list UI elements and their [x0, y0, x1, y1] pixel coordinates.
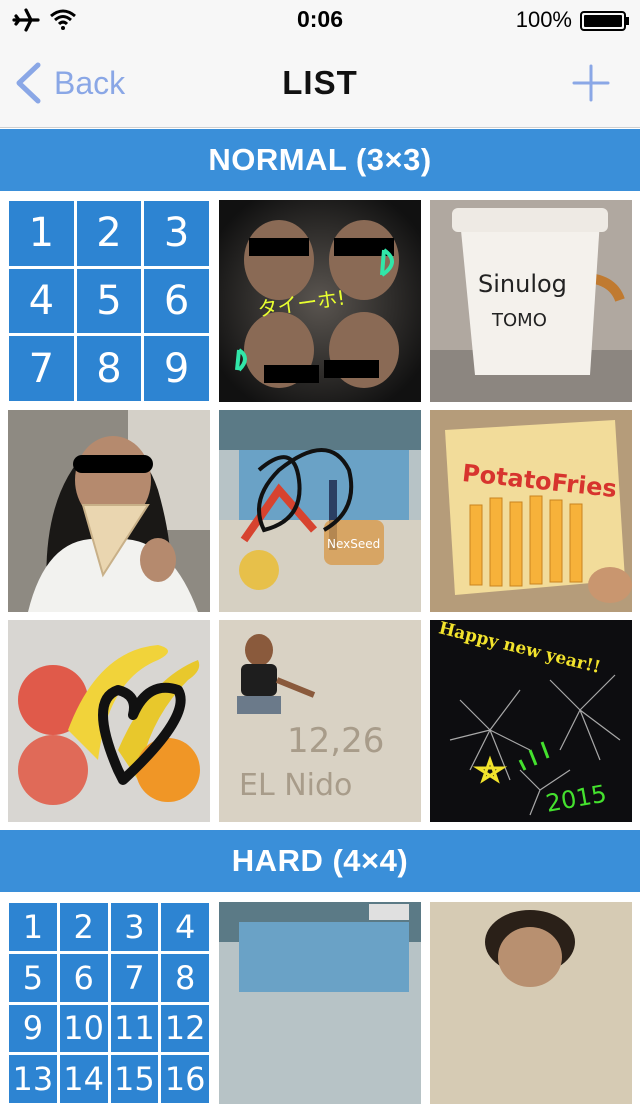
photo-coffee-image: Sinulog TOMO — [430, 200, 632, 402]
number-tile: 8 — [76, 336, 142, 401]
number-tile: 4 — [161, 903, 209, 951]
photo-tile-fruits[interactable] — [8, 620, 210, 822]
photo-tile-selfie[interactable]: タイーホ! — [219, 200, 421, 402]
number-tile: 12 — [161, 1004, 209, 1053]
number-tile: 2 — [59, 903, 108, 951]
photo-tile-desk-ornament[interactable]: NexSeed — [219, 410, 421, 612]
number-tile: 4 — [9, 268, 74, 334]
battery-percent: 100% — [515, 7, 572, 32]
number-tile: 5 — [9, 953, 57, 1002]
airplane-icon — [12, 8, 40, 32]
puzzle-number-grid-4x4[interactable]: 1 2 3 4 5 6 7 8 9 10 11 12 13 14 15 16 — [9, 903, 209, 1103]
photo-fries-image: PotatoFries — [430, 410, 632, 612]
photo-portrait-image — [430, 902, 632, 1104]
photo-beach-image: 12,26 EL Nido — [219, 620, 421, 822]
photo-coffee-line1: Sinulog — [478, 270, 567, 298]
number-tile: 15 — [110, 1055, 159, 1103]
back-label: Back — [54, 64, 126, 101]
number-tile: 9 — [9, 1004, 57, 1053]
number-tile: 9 — [144, 336, 209, 401]
number-tile: 6 — [144, 268, 209, 334]
number-tile: 1 — [9, 201, 74, 266]
status-time: 0:06 — [296, 6, 344, 32]
photo-tile-beach-sand[interactable]: 12,26 EL Nido — [219, 620, 421, 822]
puzzle-number-grid-3x3[interactable]: 1 2 3 4 5 6 7 8 9 — [9, 201, 209, 401]
battery-icon — [580, 11, 629, 31]
photo-fruits-image — [8, 620, 210, 822]
photo-tile-fireworks[interactable]: Happy new year!! 2015 — [430, 620, 632, 822]
number-tile: 2 — [76, 201, 142, 266]
back-button[interactable]: Back — [14, 60, 125, 106]
photo-beach-place: EL Nido — [239, 768, 352, 803]
photo-coffee-line2: TOMO — [491, 310, 547, 331]
wifi-icon — [50, 9, 76, 30]
section-header-hard: HARD (4×4) — [0, 830, 640, 892]
plus-icon[interactable] — [572, 64, 610, 102]
status-bar: 0:06 100% — [0, 0, 640, 40]
photo-desk-2-image — [219, 902, 421, 1104]
number-tile: 13 — [9, 1055, 57, 1103]
number-tile: 7 — [110, 953, 159, 1002]
photo-tile-potato-fries[interactable]: PotatoFries — [430, 410, 632, 612]
photo-fireworks-image: Happy new year!! 2015 — [430, 620, 632, 822]
number-tile: 10 — [59, 1004, 108, 1053]
number-tile: 3 — [110, 903, 159, 951]
number-tile: 14 — [59, 1055, 108, 1103]
number-tile: 5 — [76, 268, 142, 334]
chevron-left-icon — [16, 62, 41, 104]
number-tile: 16 — [161, 1055, 209, 1103]
photo-selfie-image: タイーホ! — [219, 200, 421, 402]
number-tile: 6 — [59, 953, 108, 1002]
number-tile: 7 — [9, 336, 74, 401]
photo-beach-date: 12,26 — [287, 721, 384, 761]
page-title: LIST — [282, 64, 358, 101]
photo-tile-coffee-cup[interactable]: Sinulog TOMO — [430, 200, 632, 402]
number-tile: 11 — [110, 1004, 159, 1053]
photo-tile-portrait[interactable] — [430, 902, 632, 1104]
navigation-bar: Back LIST — [0, 40, 640, 128]
number-tile: 8 — [161, 953, 209, 1002]
section-header-normal: NORMAL (3×3) — [0, 129, 640, 191]
photo-fan-image — [8, 410, 210, 612]
photo-tile-desk-2[interactable] — [219, 902, 421, 1104]
photo-tile-fan[interactable] — [8, 410, 210, 612]
photo-desk-image: NexSeed — [219, 410, 421, 612]
number-tile: 3 — [144, 201, 209, 266]
number-tile: 1 — [9, 903, 57, 951]
photo-desk-badge: NexSeed — [327, 537, 380, 551]
